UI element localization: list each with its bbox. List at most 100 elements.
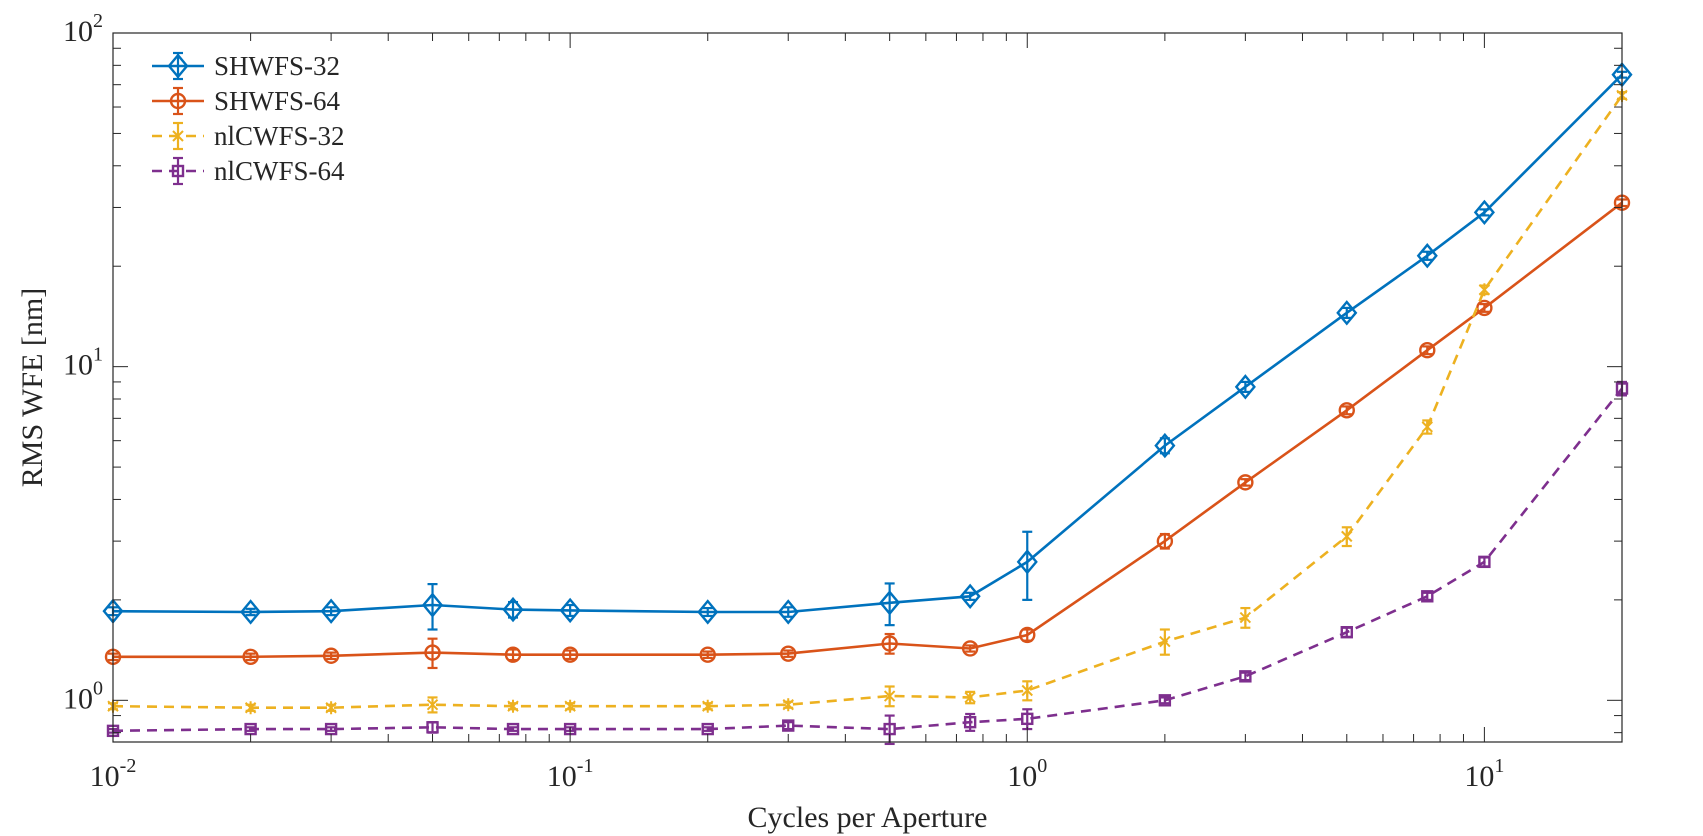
x-tick-label-exponent: -2	[120, 755, 137, 777]
legend-item-shwfs-64: SHWFS-64	[152, 86, 341, 116]
data-point	[959, 583, 981, 609]
legend-item-nlcwfs-64: nlCWFS-64	[152, 156, 345, 186]
series-layer	[102, 62, 1633, 746]
error-bar	[1240, 478, 1251, 487]
legend-item-shwfs-32: SHWFS-32	[152, 51, 340, 81]
error-bar	[326, 726, 337, 732]
y-axis-label: RMS WFE [nm]	[16, 288, 49, 487]
error-bar	[1022, 530, 1033, 601]
data-point	[320, 598, 342, 624]
error-bar	[965, 644, 976, 653]
data-point	[697, 599, 719, 625]
data-point	[322, 647, 340, 664]
data-point	[782, 719, 795, 732]
legend-label: nlCWFS-32	[214, 121, 345, 151]
legend-label: SHWFS-32	[214, 51, 340, 81]
error-bar	[1422, 345, 1433, 356]
plot-area	[113, 33, 1622, 742]
error-bar	[245, 607, 256, 617]
data-point	[1416, 243, 1438, 269]
data-point	[780, 645, 797, 662]
data-point	[1478, 283, 1491, 297]
error-bar	[1159, 696, 1170, 705]
legend-marker	[167, 53, 189, 79]
error-bar	[565, 649, 576, 661]
data-point	[504, 646, 522, 663]
data-point	[879, 590, 901, 616]
legend-error-bar	[173, 156, 183, 186]
data-point	[782, 698, 794, 712]
data-point	[240, 599, 262, 625]
series-shwfs-64	[104, 194, 1631, 670]
legend-label: SHWFS-64	[214, 86, 341, 116]
data-point	[1340, 626, 1353, 639]
data-point	[1336, 300, 1358, 326]
data-point	[1021, 684, 1033, 698]
data-point	[421, 592, 444, 618]
error-bar	[1422, 591, 1433, 601]
data-point	[777, 599, 799, 625]
x-tick-label: 100	[1007, 755, 1047, 793]
data-point	[426, 721, 439, 734]
series-line-nlcwfs-64	[112, 387, 1624, 733]
y-tick-label: 101	[63, 344, 103, 382]
data-point	[506, 722, 520, 736]
error-bar	[702, 606, 713, 618]
error-bar	[1341, 405, 1352, 416]
data-point	[1158, 694, 1172, 707]
x-tick-label-base: 10	[90, 760, 120, 793]
data-point	[502, 596, 524, 623]
data-point	[699, 646, 716, 663]
x-tick-label-exponent: -1	[577, 755, 594, 777]
error-bar	[326, 606, 337, 617]
error-bar	[326, 651, 337, 661]
legend-error-bar	[173, 51, 183, 81]
legend-item-nlcwfs-32: nlCWFS-32	[152, 121, 345, 151]
data-point	[1421, 590, 1434, 603]
data-point	[244, 701, 257, 715]
data-point	[1154, 432, 1176, 459]
error-bar	[245, 726, 256, 732]
data-point	[1476, 299, 1493, 317]
data-point	[1419, 342, 1436, 359]
data-point	[961, 640, 979, 657]
error-bar	[1479, 208, 1490, 217]
data-point	[1234, 374, 1256, 400]
data-point	[1478, 555, 1491, 569]
data-point	[1237, 474, 1254, 491]
legend-marker	[169, 92, 187, 110]
error-bar	[1422, 250, 1433, 261]
y-tick-label-base: 10	[63, 349, 93, 382]
error-bar	[783, 606, 794, 618]
x-tick-label-exponent: 1	[1494, 755, 1504, 777]
legend-marker	[171, 164, 185, 178]
error-bar	[702, 650, 713, 660]
y-tick-label: 100	[63, 677, 103, 715]
y-tick-label-base: 10	[63, 15, 93, 48]
data-point	[1239, 670, 1252, 683]
x-axis-label: Cycles per Aperture	[748, 801, 988, 834]
error-bar	[1240, 671, 1251, 682]
data-point	[325, 701, 337, 715]
x-tick-label-base: 10	[1007, 760, 1037, 793]
data-point	[426, 698, 439, 712]
data-point	[1159, 635, 1171, 649]
data-point	[1338, 402, 1355, 419]
y-tick-label-exponent: 0	[93, 677, 103, 699]
x-tick-label: 10-1	[547, 755, 594, 793]
data-point	[963, 715, 977, 729]
y-tick-label-base: 10	[63, 682, 93, 715]
error-bar	[245, 652, 256, 662]
data-point	[883, 689, 896, 703]
error-bar	[965, 591, 976, 601]
data-point	[559, 597, 581, 624]
data-point	[507, 699, 519, 713]
data-point	[564, 699, 576, 713]
legend: SHWFS-32 SHWFS-64 nlCWFS-32 nlCWFS-64	[152, 51, 345, 186]
error-bar	[702, 726, 713, 732]
legend-error-bar	[173, 86, 183, 116]
plot-frame	[112, 32, 1623, 743]
data-point	[1341, 529, 1353, 543]
